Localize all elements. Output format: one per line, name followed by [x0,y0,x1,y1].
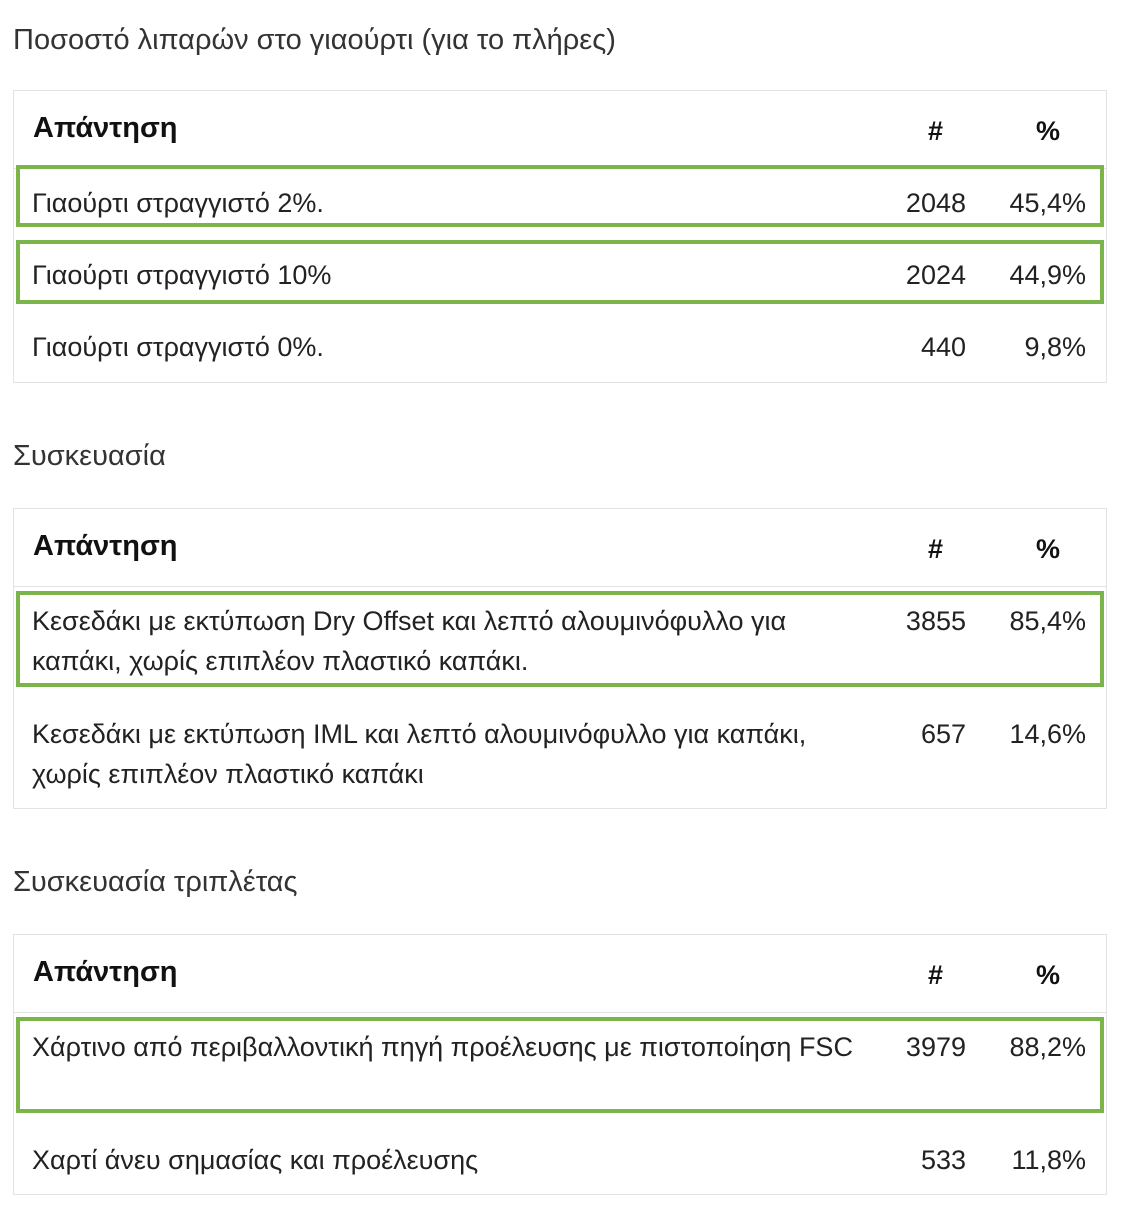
row-percent: 14,6% [1009,719,1086,749]
header-answer: Απάντηση [33,530,178,562]
row-count: 533 [920,1145,966,1175]
results-table-packaging: Απάντηση # % Κεσεδάκι με εκτύπωση Dry Of… [13,508,1107,809]
header-count: # [928,534,944,564]
table-row: Χαρτί άνευ σημασίας και προέλευσης 533 1… [14,1140,1106,1180]
table-row: Κεσεδάκι με εκτύπωση Dry Offset και λεπτ… [14,601,1106,681]
row-label: Γιαούρτι στραγγιστό 0%. [32,332,324,362]
header-percent: % [1036,534,1061,564]
row-label: Γιαούρτι στραγγιστό 2%. [32,188,324,218]
row-percent: 9,8% [1024,332,1086,362]
results-table-fat-content: Απάντηση # % Γιαούρτι στραγγιστό 2%. 204… [13,90,1107,383]
results-table-triplet-packaging: Απάντηση # % Χάρτινο από περιβαλλοντική … [13,934,1107,1195]
row-label: Χαρτί άνευ σημασίας και προέλευσης [32,1145,479,1175]
header-percent: % [1036,116,1061,146]
row-percent: 44,9% [1009,260,1086,290]
header-answer: Απάντηση [33,112,178,144]
row-count: 657 [920,719,966,749]
table-row: Κεσεδάκι με εκτύπωση IML και λεπτό αλουμ… [14,714,1106,794]
header-count: # [928,116,944,146]
table-header: Απάντηση # % [14,509,1106,587]
header-answer: Απάντηση [33,956,178,988]
row-percent: 85,4% [1009,606,1086,636]
row-count: 3855 [905,606,966,636]
row-percent: 88,2% [1009,1032,1086,1062]
section-title-packaging: Συσκευασία [13,440,166,472]
table-header: Απάντηση # % [14,935,1106,1013]
row-label: Κεσεδάκι με εκτύπωση IML και λεπτό αλουμ… [32,719,807,789]
table-header: Απάντηση # % [14,91,1106,169]
table-row: Γιαούρτι στραγγιστό 10% 2024 44,9% [14,255,1106,295]
row-count: 3979 [905,1032,966,1062]
row-label: Γιαούρτι στραγγιστό 10% [32,260,332,290]
table-row: Γιαούρτι στραγγιστό 0%. 440 9,8% [14,327,1106,367]
row-count: 2024 [905,260,966,290]
row-percent: 11,8% [1011,1145,1086,1175]
section-title-triplet-packaging: Συσκευασία τριπλέτας [13,866,298,898]
row-percent: 45,4% [1009,188,1086,218]
table-row: Χάρτινο από περιβαλλοντική πηγή προέλευσ… [14,1027,1106,1107]
row-label: Κεσεδάκι με εκτύπωση Dry Offset και λεπτ… [32,606,787,676]
row-count: 2048 [905,188,966,218]
table-row: Γιαούρτι στραγγιστό 2%. 2048 45,4% [14,183,1106,223]
row-count: 440 [920,332,966,362]
header-percent: % [1036,960,1061,990]
section-title-fat-content: Ποσοστό λιπαρών στο γιαούρτι (για το πλή… [13,24,616,56]
header-count: # [928,960,944,990]
row-label: Χάρτινο από περιβαλλοντική πηγή προέλευσ… [32,1032,853,1062]
